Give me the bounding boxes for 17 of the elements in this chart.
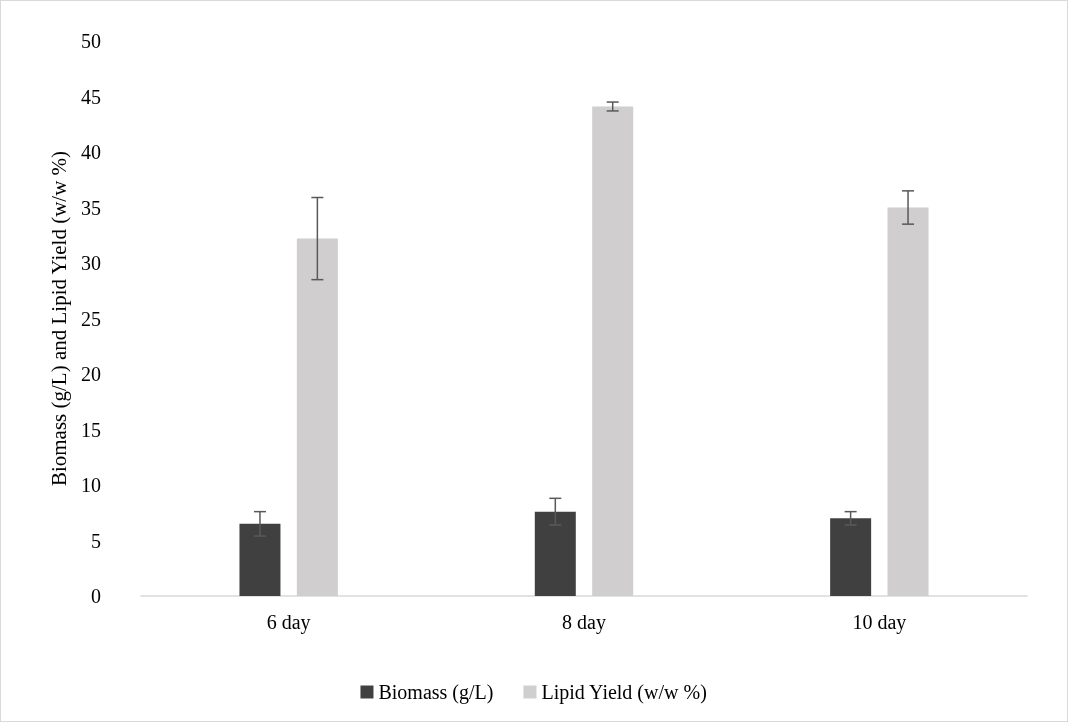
y-tick-label: 40 (81, 141, 101, 163)
x-tick-label: 10 day (852, 611, 907, 634)
y-tick-label: 20 (81, 363, 101, 385)
y-tick-label: 35 (81, 196, 101, 219)
legend-label: Lipid Yield (w/w %) (541, 681, 707, 704)
y-tick-label: 10 (81, 474, 101, 496)
y-axis-title: Biomass (g/L) and Lipid Yield (w/w %) (46, 150, 71, 487)
y-tick-label: 50 (81, 30, 101, 52)
legend-label: Biomass (g/L) (378, 681, 494, 704)
x-tick-label: 6 day (266, 611, 311, 634)
y-tick-label: 15 (81, 418, 101, 441)
y-tick-label: 0 (91, 585, 101, 607)
y-tick-label: 30 (81, 252, 101, 274)
y-tick-label: 5 (91, 529, 101, 552)
y-tick-label: 25 (81, 307, 101, 330)
y-tick-label: 45 (81, 85, 101, 108)
x-tick-label: 8 day (562, 611, 606, 634)
